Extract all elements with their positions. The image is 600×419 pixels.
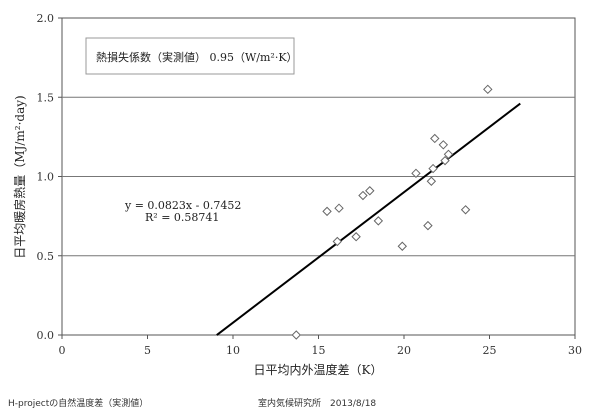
data-point [332,236,343,247]
annotation-text: 熱損失係数（実測値） 0.95（W/m²·K） [96,50,298,64]
trendline [216,102,521,336]
data-point [397,241,407,251]
data-point [438,140,449,150]
data-point [365,186,375,196]
data-point [334,203,344,213]
annotation-box [85,37,295,75]
x-tick-label: 25 [483,344,497,357]
y-axis-label: 日平均暖房熱量（MJ/m²·day) [12,95,27,258]
x-tick-label: 20 [397,344,411,357]
data-point [460,205,471,215]
y-tick-label: 2.0 [37,12,55,25]
data-point [423,220,433,231]
x-tick-label: 10 [226,344,240,357]
data-point [291,330,301,340]
footer-right: 室内気候研究所 2013/8/18 [258,399,377,409]
x-tick-label: 0 [59,344,66,357]
y-tick-label: 1.0 [37,171,55,184]
data-point [411,168,421,179]
y-tick-label: 0.5 [37,250,55,263]
x-tick-label: 15 [312,344,326,357]
y-tick-label: 1.5 [37,91,55,104]
data-point [443,149,454,160]
data-point [483,84,493,95]
x-tick-label: 30 [568,344,582,357]
data-point [426,176,437,186]
data-point [430,133,440,144]
data-point [440,155,450,166]
x-axis-label: 日平均内外温度差（K） [254,362,383,377]
data-point [358,190,368,201]
x-tick-label: 5 [144,344,151,357]
data-point [373,216,384,226]
data-point [428,163,438,174]
data-point [322,206,332,217]
y-tick-label: 0.0 [37,329,55,342]
data-point [351,232,361,242]
footer-left: H-projectの自然温度差（実測値） [8,399,149,409]
trend-r2: R² = 0.58741 [145,211,219,224]
trend-equation: y = 0.0823x - 0.7452 [124,199,241,212]
